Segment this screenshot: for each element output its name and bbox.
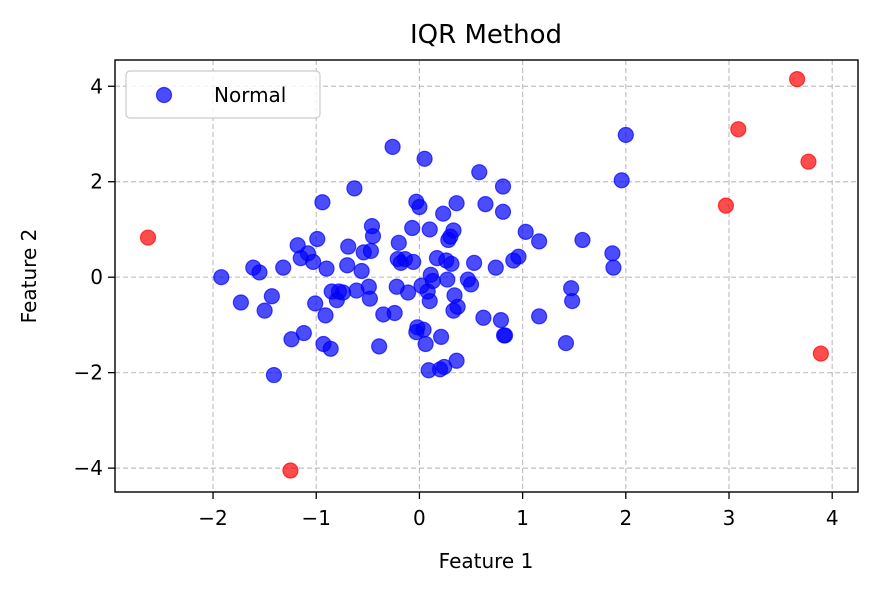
data-point-outlier bbox=[282, 462, 299, 479]
data-point-normal bbox=[275, 259, 292, 276]
data-point-normal bbox=[339, 257, 356, 274]
data-point-outlier bbox=[800, 153, 817, 170]
data-point-normal bbox=[322, 340, 339, 357]
data-point-normal bbox=[462, 276, 480, 293]
data-point-normal bbox=[364, 228, 382, 245]
data-point-normal bbox=[251, 264, 268, 281]
data-point-normal bbox=[557, 334, 575, 352]
data-point-normal bbox=[449, 298, 466, 315]
data-point-outlier bbox=[139, 229, 157, 246]
legend-label-normal: Normal bbox=[214, 83, 286, 107]
data-point-normal bbox=[466, 254, 483, 271]
data-point-normal bbox=[424, 272, 441, 290]
data-point-normal bbox=[445, 222, 462, 239]
plot-frame bbox=[114, 59, 859, 493]
data-point-normal bbox=[361, 290, 378, 307]
data-point-normal bbox=[439, 271, 456, 288]
data-point-normal bbox=[353, 262, 370, 280]
data-point-normal bbox=[318, 260, 335, 277]
data-point-normal bbox=[265, 366, 283, 384]
data-point-normal bbox=[390, 234, 407, 251]
y-axis-label: Feature 2 bbox=[17, 229, 41, 324]
data-point-normal bbox=[411, 198, 428, 216]
data-point-normal bbox=[317, 307, 334, 324]
data-point-normal bbox=[531, 233, 548, 250]
y-tick-label: 4 bbox=[90, 74, 103, 98]
data-point-outlier bbox=[717, 197, 735, 214]
data-point-normal bbox=[263, 288, 280, 305]
data-point-normal bbox=[314, 194, 331, 211]
data-point-normal bbox=[404, 219, 421, 237]
data-point-normal bbox=[510, 248, 527, 265]
data-point-normal bbox=[495, 327, 513, 344]
legend-marker-normal bbox=[155, 86, 173, 104]
data-point-normal bbox=[613, 172, 630, 189]
x-tick-label: 3 bbox=[723, 506, 736, 530]
data-point-normal bbox=[604, 245, 621, 262]
data-point-normal bbox=[213, 269, 230, 286]
data-point-normal bbox=[415, 321, 432, 338]
data-point-normal bbox=[362, 242, 380, 260]
data-point-normal bbox=[307, 295, 324, 312]
chart-title: IQR Method bbox=[410, 20, 562, 50]
x-tick-label: −2 bbox=[198, 506, 227, 530]
data-point-normal bbox=[421, 221, 438, 238]
data-point-normal bbox=[471, 164, 488, 181]
data-point-normal bbox=[232, 294, 249, 311]
legend: Normal bbox=[125, 70, 321, 119]
data-point-normal bbox=[421, 292, 438, 310]
data-point-normal bbox=[256, 302, 273, 319]
x-tick-label: 1 bbox=[516, 506, 529, 530]
data-point-normal bbox=[448, 195, 465, 212]
data-point-normal bbox=[494, 178, 512, 195]
x-tick-label: −1 bbox=[301, 506, 330, 530]
y-tick-label: 0 bbox=[90, 265, 103, 289]
axis-ticks: −2 −1 0 1 2 3 4 −4 −2 0 2 4 bbox=[74, 74, 839, 530]
data-point-normal bbox=[432, 328, 450, 345]
data-point-normal bbox=[295, 324, 312, 342]
data-point-normal bbox=[564, 292, 581, 310]
data-point-normal bbox=[346, 180, 363, 197]
data-point-normal bbox=[371, 338, 388, 355]
data-point-normal bbox=[475, 309, 492, 326]
data-point-outlier bbox=[730, 121, 747, 138]
data-point-normal bbox=[574, 231, 591, 249]
data-point-normal bbox=[305, 253, 322, 271]
data-point-normal bbox=[417, 335, 434, 353]
data-point-outlier bbox=[812, 345, 829, 362]
x-tick-label: 2 bbox=[619, 506, 632, 530]
legend-box bbox=[125, 70, 321, 119]
y-tick-label: −4 bbox=[74, 456, 103, 480]
x-tick-label: 0 bbox=[413, 506, 426, 530]
data-points bbox=[139, 70, 829, 479]
x-tick-label: 4 bbox=[826, 506, 839, 530]
data-point-normal bbox=[494, 203, 512, 220]
data-point-normal bbox=[386, 304, 403, 322]
data-point-normal bbox=[477, 196, 494, 213]
data-point-normal bbox=[492, 312, 510, 329]
data-point-normal bbox=[617, 126, 634, 144]
data-point-normal bbox=[405, 253, 422, 271]
data-point-normal bbox=[435, 205, 452, 222]
data-point-normal bbox=[448, 352, 465, 369]
data-point-normal bbox=[334, 284, 352, 301]
data-point-outlier bbox=[789, 70, 806, 88]
data-point-normal bbox=[384, 138, 401, 155]
data-point-normal bbox=[443, 255, 460, 272]
data-point-normal bbox=[416, 150, 433, 167]
data-point-normal bbox=[309, 230, 326, 248]
x-axis-label: Feature 1 bbox=[439, 549, 534, 573]
data-point-normal bbox=[399, 284, 417, 301]
data-point-normal bbox=[605, 259, 622, 276]
data-point-normal bbox=[517, 223, 534, 240]
data-point-normal bbox=[487, 259, 504, 276]
y-tick-label: −2 bbox=[74, 361, 103, 385]
y-tick-label: 2 bbox=[90, 170, 103, 194]
data-point-normal bbox=[531, 308, 548, 325]
data-point-normal bbox=[340, 238, 357, 255]
